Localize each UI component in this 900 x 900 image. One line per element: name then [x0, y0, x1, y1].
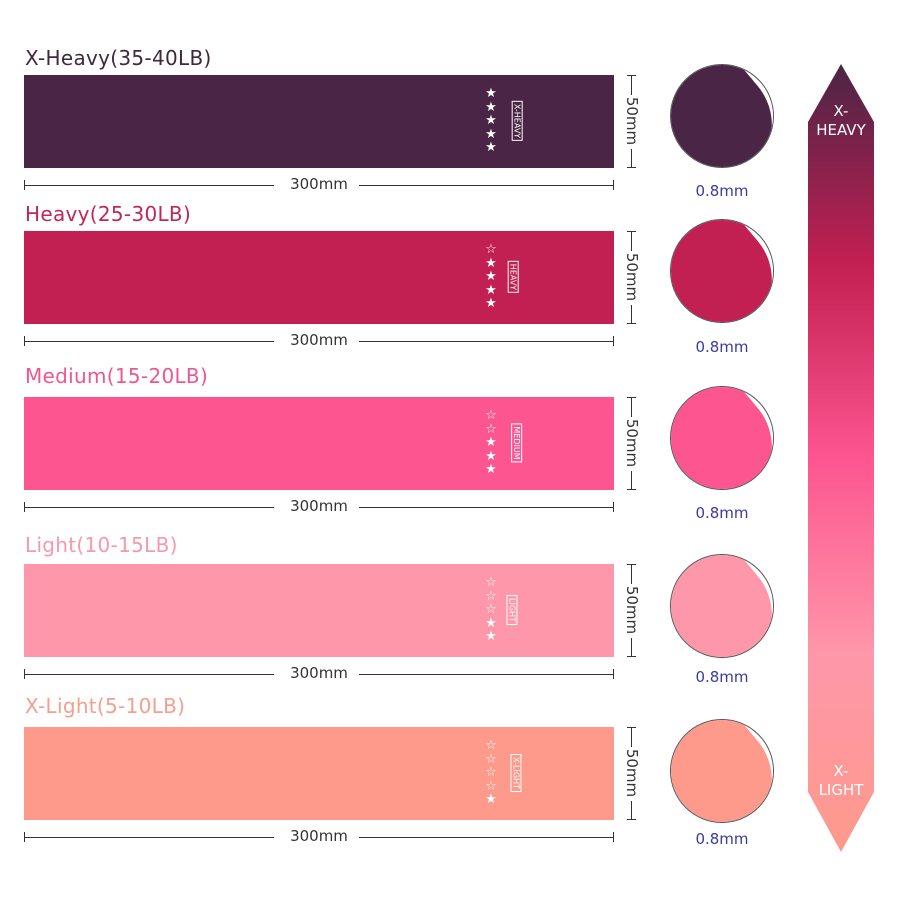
- star-empty-icon: ☆: [485, 602, 497, 617]
- star-filled-icon: ★: [485, 629, 497, 644]
- star-empty-icon: ☆: [485, 751, 497, 767]
- width-label: 300mm: [290, 827, 348, 845]
- star-filled-icon: ★: [485, 792, 497, 807]
- band-tag: X-HEAVY: [511, 100, 523, 142]
- strength-stars: ☆ ☆ ☆ ☆ ★: [484, 739, 498, 807]
- star-filled-icon: ★: [485, 448, 497, 464]
- star-filled-icon: ★: [485, 126, 497, 142]
- height-dimension: 50mm: [623, 231, 641, 324]
- star-filled-icon: ★: [485, 282, 497, 298]
- scale-bottom-label: X- LIGHT: [818, 762, 864, 799]
- width-label: 300mm: [290, 175, 348, 193]
- height-dimension: 50mm: [623, 397, 641, 490]
- thickness-label: 0.8mm: [695, 504, 749, 522]
- height-label: 50mm: [623, 418, 641, 468]
- height-label: 50mm: [623, 585, 641, 635]
- band-tag: HEAVY: [507, 260, 519, 294]
- width-dimension: 300mm: [24, 664, 614, 682]
- band-title: Light(10-15LB): [25, 533, 178, 557]
- band-tag: MEDIUM: [511, 423, 523, 463]
- width-dimension: 300mm: [24, 331, 614, 349]
- band-tag: LIGHT: [506, 595, 518, 625]
- star-filled-icon: ★: [485, 615, 497, 631]
- height-dimension: 50mm: [623, 564, 641, 657]
- band-swatch: ★ ★ ★ ★ ★ X-HEAVY: [24, 75, 614, 168]
- band-swatch: ☆ ☆ ★ ★ ★ MEDIUM: [24, 397, 614, 490]
- star-filled-icon: ★: [485, 269, 497, 284]
- star-empty-icon: ☆: [485, 575, 497, 590]
- star-empty-icon: ☆: [485, 738, 497, 753]
- star-filled-icon: ★: [485, 296, 497, 311]
- band-title: X-Light(5-10LB): [25, 694, 186, 718]
- strength-stars: ☆ ☆ ☆ ★ ★: [484, 576, 498, 644]
- star-filled-icon: ★: [485, 140, 497, 155]
- star-empty-icon: ☆: [485, 242, 497, 257]
- star-filled-icon: ★: [485, 113, 497, 128]
- band-title: Heavy(25-30LB): [25, 202, 192, 226]
- star-filled-icon: ★: [485, 99, 497, 115]
- star-empty-icon: ☆: [485, 408, 497, 423]
- intensity-arrow: [808, 64, 874, 852]
- height-dimension: 50mm: [623, 727, 641, 820]
- strength-stars: ☆ ☆ ★ ★ ★: [484, 409, 498, 477]
- thickness-label: 0.8mm: [695, 830, 749, 848]
- star-filled-icon: ★: [485, 255, 497, 271]
- star-empty-icon: ☆: [485, 421, 497, 437]
- band-thickness-closeup: [670, 64, 774, 168]
- height-dimension: 50mm: [623, 75, 641, 168]
- band-thickness-closeup: [670, 554, 774, 658]
- thickness-label: 0.8mm: [695, 668, 749, 686]
- height-label: 50mm: [623, 748, 641, 798]
- star-empty-icon: ☆: [485, 778, 497, 794]
- width-dimension: 300mm: [24, 827, 614, 845]
- width-label: 300mm: [290, 664, 348, 682]
- height-label: 50mm: [623, 96, 641, 146]
- band-title: Medium(15-20LB): [25, 364, 209, 388]
- band-swatch: ☆ ☆ ☆ ★ ★ LIGHT: [24, 564, 614, 657]
- star-filled-icon: ★: [485, 86, 497, 101]
- strength-stars: ★ ★ ★ ★ ★: [484, 87, 498, 155]
- band-swatch: ☆ ☆ ☆ ☆ ★ X-LIGHT: [24, 727, 614, 820]
- height-label: 50mm: [623, 252, 641, 302]
- band-thickness-closeup: [670, 719, 774, 823]
- width-label: 300mm: [290, 331, 348, 349]
- band-thickness-closeup: [670, 219, 774, 323]
- width-dimension: 300mm: [24, 175, 614, 193]
- band-tag: X-LIGHT: [510, 754, 522, 792]
- strength-stars: ☆ ★ ★ ★ ★: [484, 243, 498, 311]
- width-label: 300mm: [290, 497, 348, 515]
- band-title: X-Heavy(35-40LB): [25, 46, 212, 70]
- band-thickness-closeup: [670, 386, 774, 490]
- thickness-label: 0.8mm: [695, 182, 749, 200]
- star-empty-icon: ☆: [485, 765, 497, 780]
- band-swatch: ☆ ★ ★ ★ ★ HEAVY: [24, 231, 614, 324]
- star-filled-icon: ★: [485, 435, 497, 450]
- width-dimension: 300mm: [24, 497, 614, 515]
- star-empty-icon: ☆: [485, 588, 497, 604]
- scale-top-label: X- HEAVY: [816, 102, 866, 139]
- thickness-label: 0.8mm: [695, 338, 749, 356]
- star-filled-icon: ★: [485, 462, 497, 477]
